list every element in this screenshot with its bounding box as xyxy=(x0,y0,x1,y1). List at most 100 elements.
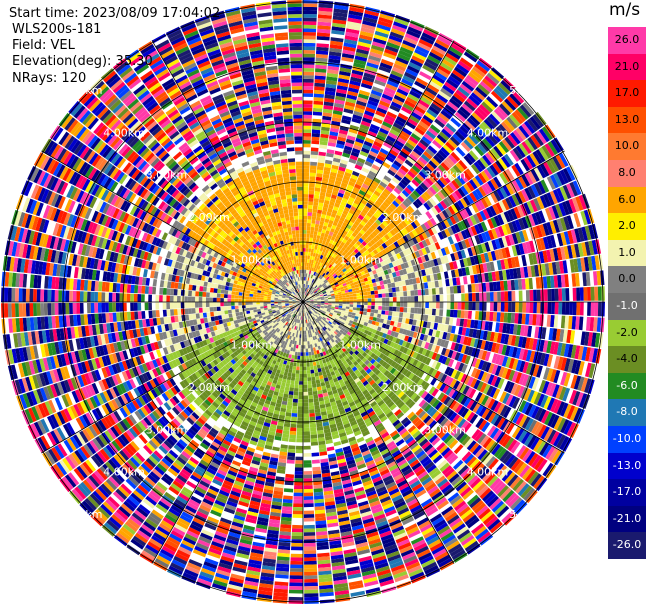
velocity-gate xyxy=(440,339,446,347)
velocity-gate xyxy=(468,266,474,275)
velocity-gate xyxy=(500,302,505,312)
velocity-gate xyxy=(337,280,342,284)
velocity-gate xyxy=(483,98,496,111)
velocity-gate xyxy=(304,295,306,299)
velocity-gate xyxy=(366,235,373,242)
velocity-gate xyxy=(303,517,315,522)
velocity-gate xyxy=(434,345,440,353)
velocity-gate xyxy=(567,344,574,358)
velocity-gate xyxy=(332,287,337,291)
velocity-gate xyxy=(487,240,494,251)
velocity-gate xyxy=(307,293,310,297)
velocity-gate xyxy=(381,342,387,349)
velocity-gate xyxy=(559,436,570,451)
velocity-gate xyxy=(303,488,313,493)
velocity-gate xyxy=(442,84,455,95)
velocity-gate xyxy=(309,298,314,300)
velocity-gate xyxy=(533,289,537,301)
velocity-gate xyxy=(303,348,306,353)
velocity-gate xyxy=(308,266,311,271)
velocity-gate xyxy=(362,311,367,316)
velocity-gate xyxy=(532,114,544,128)
velocity-gate xyxy=(380,213,387,221)
velocity-gate xyxy=(370,290,375,295)
velocity-gate xyxy=(427,145,438,155)
velocity-gate xyxy=(533,392,542,405)
velocity-gate xyxy=(473,274,479,284)
velocity-gate xyxy=(534,264,540,277)
velocity-gate xyxy=(322,309,327,313)
velocity-gate xyxy=(313,198,319,203)
velocity-gate xyxy=(569,330,576,344)
velocity-gate xyxy=(450,342,456,351)
velocity-gate xyxy=(313,260,317,265)
velocity-gate xyxy=(446,217,454,227)
velocity-gate xyxy=(293,489,303,493)
velocity-gate xyxy=(424,254,430,262)
velocity-gate xyxy=(583,209,592,225)
velocity-gate xyxy=(331,303,336,306)
velocity-gate xyxy=(330,282,335,286)
velocity-gate xyxy=(395,184,404,192)
velocity-gate xyxy=(409,239,415,246)
velocity-gate xyxy=(352,293,357,297)
velocity-gate xyxy=(396,306,401,312)
velocity-gate xyxy=(408,135,419,145)
velocity-gate xyxy=(309,259,312,264)
velocity-gate xyxy=(311,267,314,272)
velocity-gate xyxy=(355,217,362,224)
velocity-gate xyxy=(337,289,342,293)
velocity-gate xyxy=(303,294,305,299)
velocity-gate xyxy=(383,117,394,126)
velocity-gate xyxy=(378,293,383,298)
velocity-gate xyxy=(593,271,598,286)
velocity-gate xyxy=(481,395,489,406)
velocity-gate xyxy=(551,262,558,275)
velocity-gate xyxy=(345,28,360,35)
velocity-gate xyxy=(418,370,425,378)
velocity-gate xyxy=(303,499,314,504)
velocity-gate xyxy=(407,223,415,231)
velocity-gate xyxy=(381,293,386,298)
velocity-gate xyxy=(310,369,315,374)
velocity-gate xyxy=(330,127,339,133)
velocity-gate xyxy=(330,265,335,270)
velocity-gate xyxy=(528,214,536,227)
velocity-gate xyxy=(393,276,398,283)
velocity-gate xyxy=(522,361,529,374)
velocity-gate xyxy=(474,234,481,245)
velocity-gate xyxy=(427,127,439,137)
velocity-gate xyxy=(468,328,474,338)
velocity-gate xyxy=(559,186,569,201)
velocity-gate xyxy=(429,80,442,91)
velocity-gate xyxy=(363,180,371,187)
velocity-gate xyxy=(368,55,381,62)
velocity-gate xyxy=(479,292,483,302)
velocity-gate xyxy=(409,365,416,373)
velocity-gate xyxy=(420,117,432,127)
velocity-gate xyxy=(511,233,519,245)
velocity-gate xyxy=(499,280,505,291)
velocity-gate xyxy=(447,138,458,149)
velocity-gate xyxy=(400,220,408,228)
velocity-gate xyxy=(321,288,325,292)
velocity-gate xyxy=(317,158,325,164)
velocity-gate xyxy=(509,268,515,280)
velocity-gate xyxy=(344,235,350,241)
velocity-gate xyxy=(416,159,426,168)
velocity-gate xyxy=(329,312,334,316)
velocity-gate xyxy=(324,218,330,224)
velocity-gate xyxy=(392,297,397,302)
velocity-gate xyxy=(445,386,453,396)
velocity-gate xyxy=(303,514,315,518)
velocity-gate xyxy=(435,309,440,316)
velocity-gate xyxy=(416,102,428,112)
velocity-gate xyxy=(291,413,298,417)
velocity-gate xyxy=(341,308,346,311)
velocity-gate xyxy=(308,273,311,278)
velocity-gate xyxy=(477,83,490,96)
velocity-gate xyxy=(581,226,588,241)
velocity-gate xyxy=(370,89,383,97)
velocity-gate xyxy=(430,251,437,260)
velocity-gate xyxy=(327,316,332,320)
